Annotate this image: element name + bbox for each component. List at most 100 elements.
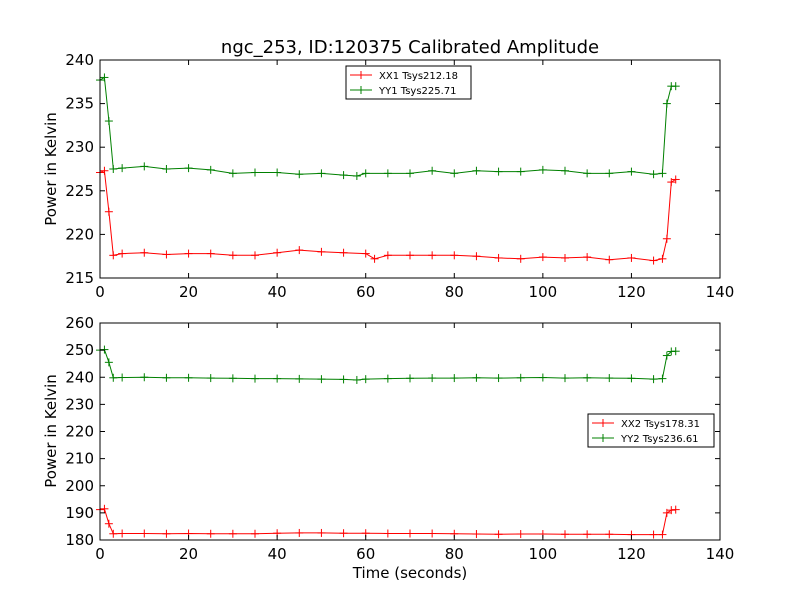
data-point (100, 504, 109, 513)
data-point (671, 175, 680, 184)
x-tick-label: 40 (268, 283, 287, 301)
data-point (605, 255, 614, 264)
data-point (561, 166, 569, 175)
data-point (228, 529, 237, 538)
top-ylabel: Power in Kelvin (42, 112, 60, 226)
legend-label: XX2 Tsys178.31 (621, 419, 700, 430)
y-tick-label: 230 (65, 138, 94, 156)
data-point (273, 374, 282, 383)
data-point (273, 248, 282, 257)
data-point (184, 164, 193, 173)
data-point (494, 530, 503, 539)
legend-box (345, 65, 472, 100)
y-tick-label: 215 (65, 269, 94, 287)
data-point (104, 519, 113, 528)
data-point (538, 253, 547, 262)
legend: XX1 Tsys212.18 YY1 Tsys225.71 (345, 65, 472, 100)
plot-frame (99, 59, 721, 279)
data-point (295, 170, 304, 179)
data-point (251, 529, 259, 538)
data-point (162, 250, 171, 259)
data-point (494, 167, 503, 176)
data-point (352, 171, 361, 180)
x-tick-label: 120 (617, 283, 646, 301)
data-point (100, 166, 109, 175)
data-point (649, 256, 658, 265)
data-point (494, 374, 503, 383)
data-point (162, 165, 171, 173)
legend-item: YY2 Tsys236.61 (592, 434, 699, 445)
data-point (317, 169, 326, 178)
data-point (370, 254, 379, 263)
y-tick-label: 250 (65, 341, 94, 359)
data-point (251, 374, 259, 383)
series-1 (96, 504, 680, 539)
y-tick-label: 235 (65, 95, 94, 113)
data-point (251, 168, 259, 177)
xlabel: Time (seconds) (352, 564, 468, 582)
data-point (561, 530, 569, 539)
data-point (118, 373, 127, 382)
data-point (667, 506, 676, 515)
data-point (649, 375, 658, 384)
legend-item: YY1 Tsys225.71 (350, 86, 457, 97)
x-tick-label: 60 (356, 545, 375, 563)
data-point (583, 530, 592, 539)
data-point (109, 373, 118, 382)
x-tick-label: 100 (529, 545, 558, 563)
x-tick-label: 20 (179, 545, 198, 563)
legend-label: YY1 Tsys225.71 (378, 86, 457, 97)
data-point (104, 207, 113, 216)
series-2 (96, 73, 680, 180)
x-tick-label: 0 (95, 545, 105, 563)
data-point (109, 529, 118, 538)
data-point (339, 375, 348, 384)
data-point (662, 234, 671, 243)
data-point (583, 253, 592, 262)
data-point (658, 169, 667, 178)
x-tick-label: 60 (356, 283, 375, 301)
data-point (352, 375, 361, 384)
data-point (450, 251, 459, 260)
data-point (658, 254, 667, 263)
data-point (109, 165, 118, 173)
x-tick-label: 120 (617, 545, 646, 563)
series-1 (96, 166, 680, 265)
data-point (450, 169, 459, 178)
legend-label: XX1 Tsys212.18 (379, 71, 458, 82)
data-point (516, 373, 525, 382)
data-point (605, 169, 614, 178)
data-point (583, 373, 592, 382)
x-tick-label: 80 (445, 545, 464, 563)
data-point (118, 164, 127, 173)
data-point (428, 529, 437, 538)
data-point (228, 251, 237, 260)
data-point (472, 166, 481, 175)
data-point (406, 251, 414, 260)
data-point (228, 374, 237, 383)
data-point (428, 374, 437, 383)
data-point (339, 529, 348, 538)
data-point (295, 246, 304, 255)
x-tick-label: 0 (95, 283, 105, 301)
data-point (361, 375, 370, 384)
data-point (450, 374, 459, 383)
data-point (671, 347, 680, 356)
data-point (140, 162, 149, 171)
data-point (649, 170, 658, 179)
bottom-subplot: Power in Kelvin Time (seconds) 0 20 40 60 80… (42, 314, 734, 582)
data-point (561, 253, 569, 262)
data-point (406, 169, 414, 178)
data-point (339, 248, 348, 257)
data-point (472, 252, 481, 261)
data-point (104, 117, 113, 126)
y-tick-label: 200 (65, 477, 94, 495)
x-tick-label: 40 (268, 545, 287, 563)
y-tick-label: 180 (65, 531, 94, 549)
data-point (184, 373, 193, 382)
legend: XX2 Tsys178.31 YY2 Tsys236.61 (587, 413, 715, 448)
y-tick-label: 220 (65, 225, 94, 243)
data-point (140, 529, 149, 538)
series-line (99, 169, 676, 262)
data-point (339, 171, 348, 180)
